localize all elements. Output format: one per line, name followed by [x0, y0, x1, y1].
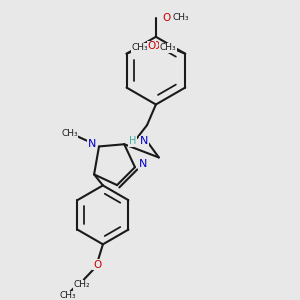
Text: O: O: [148, 41, 156, 51]
Text: O: O: [93, 260, 101, 270]
Text: CH₃: CH₃: [160, 43, 176, 52]
Text: CH₃: CH₃: [131, 43, 148, 52]
Text: O: O: [152, 41, 160, 51]
Text: CH₃: CH₃: [61, 129, 78, 138]
Text: N: N: [139, 159, 147, 169]
Text: N: N: [140, 136, 148, 146]
Text: O: O: [162, 13, 170, 23]
Text: CH₃: CH₃: [59, 291, 76, 300]
Text: CH₂: CH₂: [73, 280, 90, 290]
Text: H: H: [129, 136, 136, 146]
Text: CH₃: CH₃: [172, 13, 189, 22]
Text: N: N: [88, 139, 96, 148]
